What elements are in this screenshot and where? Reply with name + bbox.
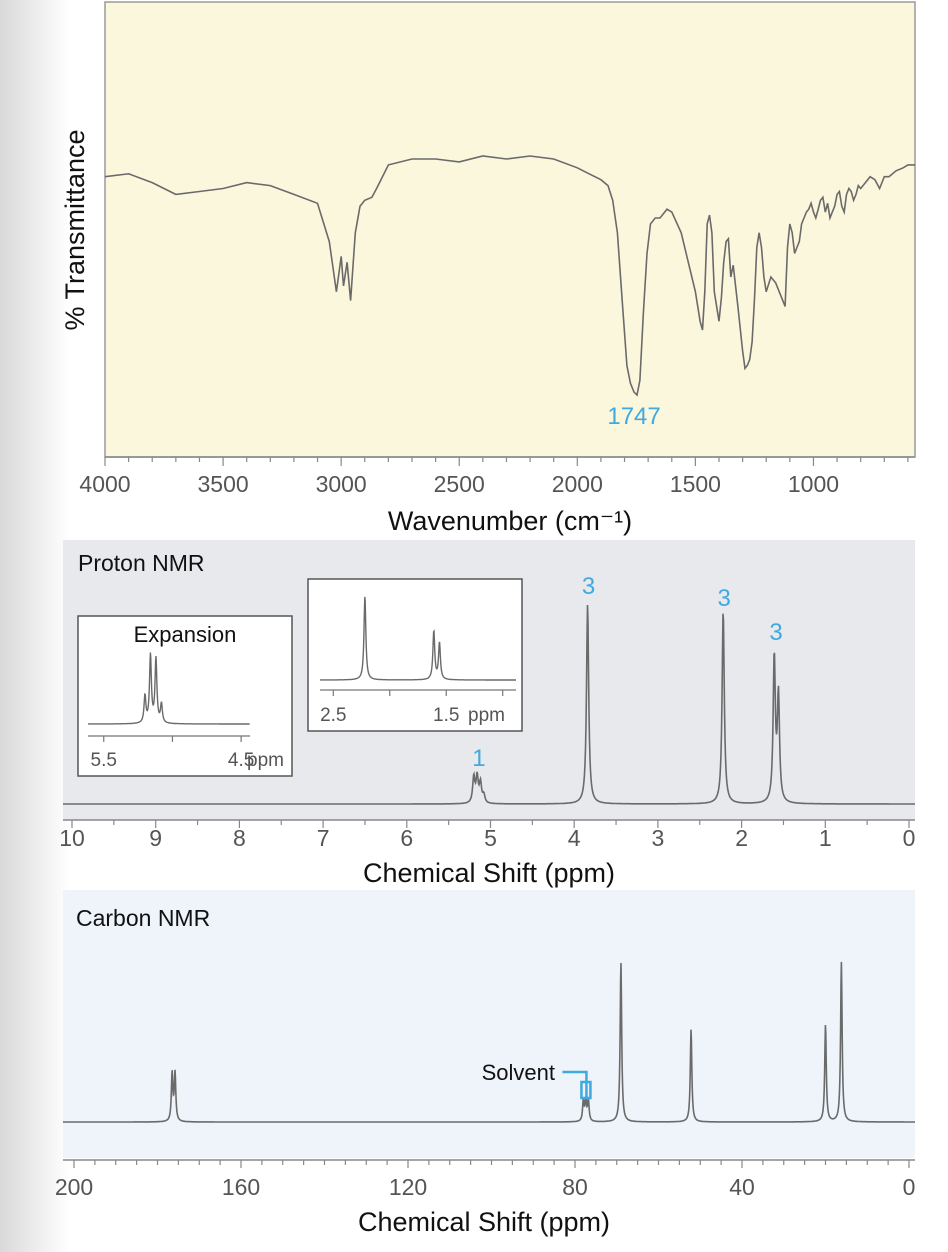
ir-x-tick-label: 3000 xyxy=(316,471,367,497)
inset-unit-label: ppm xyxy=(468,705,505,726)
proton-nmr-x-axis-title: Chemical Shift (ppm) xyxy=(363,858,615,888)
ir-peak-label-1747: 1747 xyxy=(607,403,660,430)
ir-x-axis: 4000 3500 3000 2500 2000 1500 1000 xyxy=(79,456,915,497)
ir-x-axis-title: Wavenumber (cm⁻¹) xyxy=(388,506,632,536)
proton-x-tick-label: 7 xyxy=(317,825,330,851)
proton-x-tick-label: 3 xyxy=(652,825,665,851)
ir-spectrum-panel: 4000 3500 3000 2500 2000 1500 1000 1747 Wavenu… xyxy=(60,1,916,536)
proton-x-tick-label: 10 xyxy=(59,825,85,851)
proton-x-tick-label: 0 xyxy=(903,825,916,851)
ir-y-axis-title: % Transmittance xyxy=(60,129,90,330)
proton-x-tick-label: 9 xyxy=(149,825,162,851)
methyl-inset-frame xyxy=(307,578,523,732)
carbon-x-tick-label: 80 xyxy=(562,1174,588,1200)
inset-tick-label: 4.5 xyxy=(228,750,254,771)
proton-nmr-trace xyxy=(63,604,915,805)
methyl-inset-axis: 2.5 1.5 ppm xyxy=(320,689,516,726)
ir-trace-line xyxy=(104,155,915,397)
proton-nmr-x-axis: 10 9 8 7 6 5 4 3 2 1 0 xyxy=(59,819,916,851)
carbon-nmr-x-axis-title: Chemical Shift (ppm) xyxy=(358,1207,610,1237)
inset-tick-label: 2.5 xyxy=(320,705,346,726)
ir-x-tick-label: 2000 xyxy=(552,471,603,497)
expansion-inset-trace xyxy=(88,652,250,725)
proton-nmr-integrations: 1 3 3 3 xyxy=(472,573,782,772)
ir-x-tick-label: 1000 xyxy=(788,471,839,497)
proton-x-tick-label: 5 xyxy=(484,825,497,851)
methyl-inset-trace xyxy=(320,596,516,681)
solvent-label: Solvent xyxy=(482,1060,555,1085)
proton-x-tick-label: 8 xyxy=(233,825,246,851)
carbon-x-tick-label: 200 xyxy=(55,1174,93,1200)
carbon-x-tick-label: 40 xyxy=(729,1174,755,1200)
carbon-nmr-trace xyxy=(63,961,915,1123)
proton-x-tick-label: 4 xyxy=(568,825,581,851)
expansion-inset-title: Expansion xyxy=(134,622,237,647)
proton-integration-label: 1 xyxy=(472,745,485,772)
proton-integration-label: 3 xyxy=(582,573,595,600)
proton-nmr-panel: Proton NMR 10 9 8 7 6 5 4 3 2 1 0 13 33 Expansion 5… xyxy=(59,540,915,888)
expansion-inset-frame xyxy=(77,615,293,777)
proton-x-tick-label: 6 xyxy=(400,825,413,851)
proton-nmr-title: Proton NMR xyxy=(78,550,205,576)
carbon-nmr-panel: Carbon NMR 200 160 120 80 40 0 Solvent Chemic… xyxy=(55,890,916,1237)
ir-x-tick-label: 4000 xyxy=(79,471,130,497)
ir-x-tick-label: 3500 xyxy=(197,471,248,497)
carbon-x-tick-label: 0 xyxy=(903,1174,916,1200)
inset-unit-label: ppm xyxy=(247,750,284,771)
proton-x-tick-label: 2 xyxy=(735,825,748,851)
proton-integration-label: 3 xyxy=(718,585,731,612)
proton-methyl-inset: 2.5 1.5 ppm xyxy=(307,578,523,732)
solvent-annotation: Solvent xyxy=(482,1060,592,1100)
ir-x-tick-label: 1500 xyxy=(670,471,721,497)
carbon-nmr-title: Carbon NMR xyxy=(76,905,210,931)
ir-x-tick-label: 2500 xyxy=(434,471,485,497)
inset-tick-label: 1.5 xyxy=(433,705,459,726)
ir-plot-area xyxy=(104,1,916,458)
carbon-nmr-x-axis: 200 160 120 80 40 0 xyxy=(55,1159,916,1200)
proton-integration-label: 3 xyxy=(769,619,782,646)
carbon-x-tick-label: 160 xyxy=(222,1174,260,1200)
solvent-bracket xyxy=(562,1070,592,1100)
carbon-nmr-plot-area xyxy=(63,890,915,1158)
inset-tick-label: 5.5 xyxy=(91,750,117,771)
carbon-x-tick-label: 120 xyxy=(389,1174,427,1200)
proton-x-tick-label: 1 xyxy=(819,825,832,851)
